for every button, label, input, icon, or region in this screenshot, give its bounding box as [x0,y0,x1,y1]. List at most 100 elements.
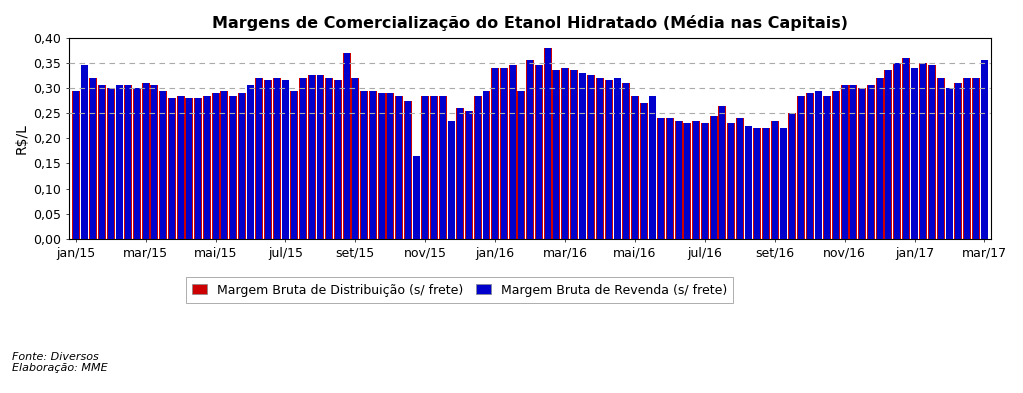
Bar [229,95,237,239]
Bar [579,73,586,239]
Bar [220,90,228,239]
Bar [194,98,203,239]
Bar [81,65,88,239]
Bar [650,95,656,239]
Bar [106,88,115,239]
Bar [579,73,585,239]
Bar [657,118,665,239]
Bar [483,90,490,239]
Bar [701,123,709,239]
Bar [117,86,123,239]
Bar [885,70,892,239]
Bar [727,123,735,239]
Bar [893,63,901,239]
Bar [640,103,647,239]
Bar [763,128,769,239]
Bar [771,121,777,239]
Bar [519,90,525,239]
Legend: Margem Bruta de Distribuição (s/ frete), Margem Bruta de Revenda (s/ frete): Margem Bruta de Distribuição (s/ frete),… [186,277,733,303]
Bar [553,70,560,239]
Bar [842,86,848,239]
Bar [929,65,935,239]
Bar [379,93,385,239]
Bar [535,65,543,239]
Bar [326,78,332,239]
Bar [702,123,708,239]
Bar [247,86,255,239]
Bar [972,78,980,239]
Bar [858,88,866,239]
Bar [850,86,856,239]
Bar [475,95,481,239]
Bar [82,65,88,239]
Title: Margens de Comercialização do Etanol Hidratado (Média nas Capitais): Margens de Comercialização do Etanol Hid… [212,15,848,31]
Bar [693,121,699,239]
Bar [405,101,411,239]
Bar [343,53,351,239]
Bar [168,98,176,239]
Bar [737,118,743,239]
Bar [204,95,210,239]
Bar [780,128,788,239]
Bar [447,121,455,239]
Bar [465,111,472,239]
Bar [509,65,516,239]
Bar [789,113,795,239]
Bar [683,123,692,239]
Bar [980,61,988,239]
Bar [309,75,315,239]
Bar [746,126,752,239]
Bar [501,68,507,239]
Bar [937,78,944,239]
Bar [841,86,849,239]
Bar [151,86,158,239]
Bar [911,68,918,239]
Bar [658,118,664,239]
Bar [798,95,804,239]
Bar [622,83,630,239]
Bar [317,75,323,239]
Bar [631,95,639,239]
Bar [833,90,839,239]
Bar [815,90,821,239]
Bar [292,90,298,239]
Bar [789,113,796,239]
Bar [431,95,437,239]
Text: Fonte: Diversos: Fonte: Diversos [12,352,99,362]
Bar [902,58,908,239]
Bar [868,86,874,239]
Bar [291,90,298,239]
Bar [265,81,271,239]
Bar [946,88,952,239]
Bar [527,61,533,239]
Bar [160,90,167,239]
Bar [404,101,411,239]
Bar [921,63,927,239]
Bar [177,95,184,239]
Bar [824,95,831,239]
Bar [413,156,419,239]
Bar [675,121,682,239]
Bar [213,93,219,239]
Bar [256,78,262,239]
Bar [544,48,550,239]
Bar [797,95,805,239]
Bar [964,78,970,239]
Bar [667,118,673,239]
Bar [430,95,438,239]
Bar [526,61,534,239]
Bar [781,128,787,239]
Bar [333,81,342,239]
Bar [552,70,561,239]
Bar [212,93,220,239]
Bar [518,90,526,239]
Bar [142,83,148,239]
Bar [492,68,498,239]
Bar [273,78,280,239]
Bar [615,78,621,239]
Bar [693,121,700,239]
Bar [316,75,324,239]
Bar [99,86,105,239]
Bar [238,93,246,239]
Bar [308,75,316,239]
